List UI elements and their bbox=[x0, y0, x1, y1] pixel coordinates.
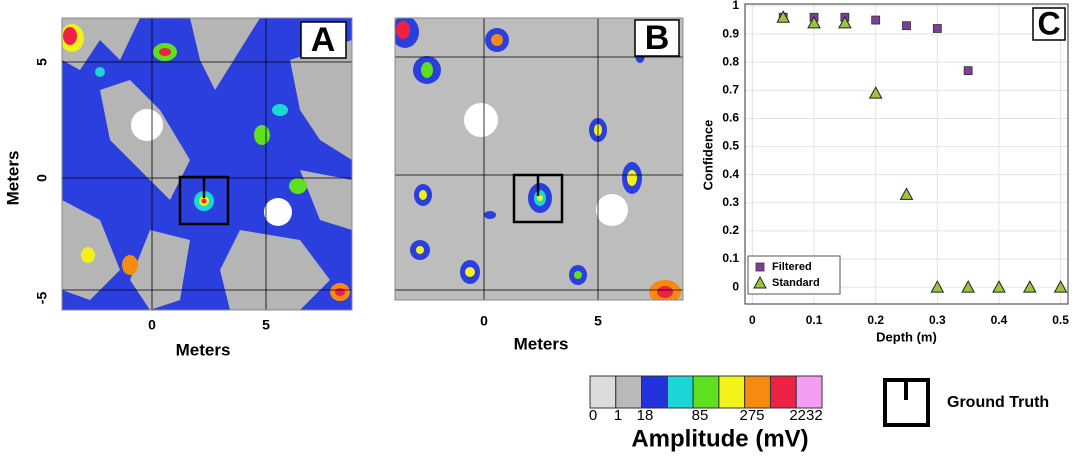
data-point bbox=[1053, 280, 1068, 293]
data-point bbox=[871, 15, 881, 25]
colorbar-swatch bbox=[641, 375, 668, 409]
colorbar-swatch bbox=[666, 375, 694, 409]
colorbar-label: 0 bbox=[589, 407, 597, 424]
panel-label: B bbox=[645, 19, 670, 57]
y-tick-label: 0 bbox=[34, 174, 50, 182]
legend-label: Standard bbox=[772, 277, 820, 289]
colorbar-swatch bbox=[769, 375, 797, 409]
colorbar-label: 85 bbox=[692, 407, 709, 424]
y-tick-label: 1 bbox=[732, 0, 739, 12]
ground-truth-label: Ground Truth bbox=[947, 394, 1049, 411]
x-tick-label: 0.5 bbox=[1052, 313, 1069, 327]
data-point bbox=[930, 280, 945, 293]
colorbar-label: 275 bbox=[739, 407, 764, 424]
data-point bbox=[902, 21, 911, 31]
colorbar-title: Amplitude (mV) bbox=[631, 425, 808, 452]
plot-frame bbox=[744, 3, 1069, 305]
y-tick-label: 0 bbox=[732, 279, 739, 293]
x-tick-label: 0.4 bbox=[991, 313, 1008, 327]
colorbar-swatch bbox=[692, 375, 720, 409]
colorbar-swatch bbox=[744, 375, 771, 409]
panel-label: C bbox=[1037, 5, 1060, 41]
map-frame bbox=[61, 17, 353, 311]
x-tick-label: 0 bbox=[480, 313, 488, 329]
data-point bbox=[992, 280, 1006, 293]
x-tick-label: 0 bbox=[148, 317, 156, 333]
map-frame bbox=[394, 17, 684, 301]
legend-label: Filtered bbox=[772, 261, 812, 273]
x-tick-label: 5 bbox=[594, 313, 602, 329]
data-point bbox=[899, 187, 914, 200]
x-tick-label: 0.3 bbox=[929, 313, 946, 327]
map-b bbox=[395, 18, 683, 300]
colorbar-swatch bbox=[795, 375, 823, 409]
x-axis-title: Meters bbox=[176, 340, 231, 359]
panel-label-box bbox=[1032, 7, 1066, 41]
colorbar-label: 18 bbox=[637, 407, 654, 424]
data-point bbox=[961, 280, 975, 293]
x-axis-title: Depth (m) bbox=[876, 329, 937, 344]
x-axis-title: Meters bbox=[514, 334, 569, 353]
data-point bbox=[1022, 280, 1037, 293]
x-tick-label: 5 bbox=[262, 317, 270, 333]
data-point bbox=[868, 86, 883, 99]
y-tick-label: 0.4 bbox=[722, 167, 739, 181]
y-axis-title: Confidence bbox=[700, 120, 715, 191]
y-tick-label: 5 bbox=[34, 58, 50, 66]
y-tick-label: 0.8 bbox=[722, 54, 739, 68]
colorbar bbox=[589, 375, 823, 409]
data-point bbox=[838, 15, 852, 29]
plot-area bbox=[745, 4, 1068, 304]
y-tick-label: 0.2 bbox=[722, 223, 739, 237]
y-axis-title: Meters bbox=[3, 151, 22, 206]
y-tick-label: 0.5 bbox=[722, 139, 739, 153]
colorbar-label: 2232 bbox=[789, 407, 822, 424]
map-a bbox=[62, 18, 352, 310]
legend-marker bbox=[753, 275, 767, 289]
legend-marker bbox=[755, 262, 765, 272]
colorbar-swatch bbox=[718, 375, 746, 409]
colorbar-label: 1 bbox=[614, 407, 622, 424]
chart: 0 0.1 0.2 0.3 0.4 0.5 0 0.1 0.2 0.3 0.4 0.5 0.6 0.7 0.… bbox=[700, 0, 1069, 344]
y-tick-label: 0.1 bbox=[722, 251, 739, 265]
y-tick-label: 0.6 bbox=[722, 111, 739, 125]
data-point bbox=[932, 24, 942, 33]
x-tick-label: 0.2 bbox=[867, 313, 884, 327]
data-point bbox=[807, 15, 821, 29]
panel-label: A bbox=[311, 21, 336, 59]
y-tick-label: -5 bbox=[34, 292, 50, 305]
colorbar-swatch bbox=[615, 375, 643, 409]
colorbar-swatch bbox=[589, 375, 617, 409]
x-tick-label: 0.1 bbox=[806, 313, 823, 327]
data-point bbox=[776, 10, 791, 23]
y-tick-label: 0.7 bbox=[722, 83, 739, 97]
y-tick-label: 0.3 bbox=[722, 195, 739, 209]
data-point bbox=[963, 66, 973, 76]
y-tick-label: 0.9 bbox=[722, 26, 739, 40]
x-tick-label: 0 bbox=[749, 313, 756, 327]
